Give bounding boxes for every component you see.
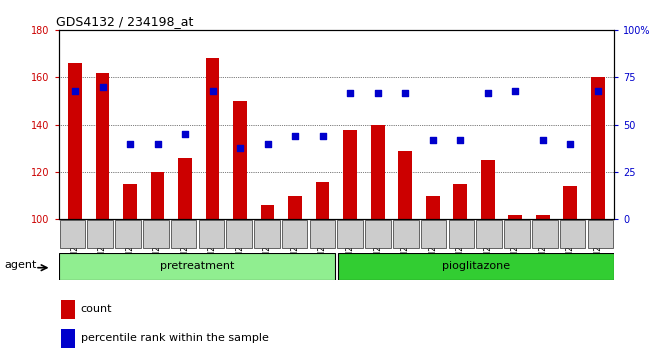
Bar bbox=[338, 253, 614, 280]
Bar bbox=[564, 186, 577, 219]
Bar bbox=[309, 220, 335, 248]
Bar bbox=[426, 196, 439, 219]
Point bbox=[70, 88, 80, 93]
Bar bbox=[68, 63, 82, 219]
Point bbox=[345, 90, 356, 96]
Bar bbox=[143, 220, 168, 248]
Point bbox=[565, 141, 575, 147]
Bar bbox=[87, 220, 113, 248]
Bar bbox=[123, 184, 137, 219]
Bar bbox=[261, 205, 274, 219]
Bar bbox=[254, 220, 280, 248]
Text: GDS4132 / 234198_at: GDS4132 / 234198_at bbox=[56, 15, 193, 28]
Text: count: count bbox=[81, 304, 112, 314]
Bar bbox=[115, 220, 141, 248]
Bar bbox=[453, 184, 467, 219]
Bar bbox=[337, 220, 363, 248]
Bar bbox=[343, 130, 357, 219]
Text: agent: agent bbox=[5, 260, 37, 270]
Bar bbox=[151, 172, 164, 219]
Point bbox=[428, 137, 438, 143]
Point bbox=[482, 90, 493, 96]
Point bbox=[235, 145, 245, 150]
Bar bbox=[282, 220, 307, 248]
Bar bbox=[171, 220, 196, 248]
Bar bbox=[60, 220, 85, 248]
Bar bbox=[398, 151, 412, 219]
Text: pretreatment: pretreatment bbox=[159, 261, 234, 272]
Bar bbox=[365, 220, 391, 248]
Text: pioglitazone: pioglitazone bbox=[442, 261, 510, 272]
Bar bbox=[226, 220, 252, 248]
Bar bbox=[233, 101, 247, 219]
Point bbox=[510, 88, 521, 93]
Bar bbox=[532, 220, 558, 248]
Point bbox=[400, 90, 410, 96]
Bar bbox=[58, 253, 335, 280]
Point bbox=[372, 90, 383, 96]
Bar bbox=[316, 182, 330, 219]
Bar bbox=[61, 329, 75, 348]
Bar bbox=[476, 220, 502, 248]
Bar bbox=[591, 78, 604, 219]
Point bbox=[593, 88, 603, 93]
Point bbox=[263, 141, 273, 147]
Point bbox=[180, 131, 190, 137]
Bar bbox=[560, 220, 586, 248]
Bar bbox=[504, 220, 530, 248]
Point bbox=[125, 141, 135, 147]
Bar bbox=[370, 125, 385, 219]
Bar bbox=[508, 215, 522, 219]
Point bbox=[152, 141, 162, 147]
Bar bbox=[198, 220, 224, 248]
Bar bbox=[96, 73, 109, 219]
Bar bbox=[178, 158, 192, 219]
Bar bbox=[205, 58, 220, 219]
Bar bbox=[288, 196, 302, 219]
Bar bbox=[588, 220, 613, 248]
Bar bbox=[421, 220, 447, 248]
Bar bbox=[536, 215, 550, 219]
Bar bbox=[393, 220, 419, 248]
Point bbox=[98, 84, 108, 90]
Bar bbox=[481, 160, 495, 219]
Bar bbox=[61, 300, 75, 319]
Point bbox=[538, 137, 548, 143]
Point bbox=[207, 88, 218, 93]
Point bbox=[290, 133, 300, 139]
Bar bbox=[448, 220, 474, 248]
Point bbox=[317, 133, 328, 139]
Text: percentile rank within the sample: percentile rank within the sample bbox=[81, 333, 268, 343]
Point bbox=[455, 137, 465, 143]
